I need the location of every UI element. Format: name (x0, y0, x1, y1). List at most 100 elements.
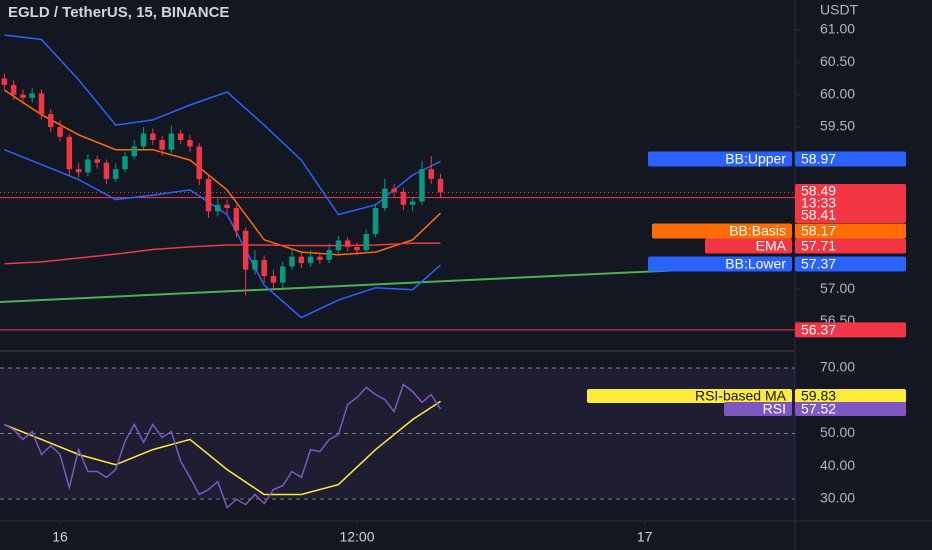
rsi-value-box (795, 402, 906, 416)
rsi-tick-label: 40.00 (820, 457, 855, 473)
overlay-value: 57.37 (801, 256, 836, 272)
candle-body (215, 204, 221, 212)
overlay-value-box (795, 238, 906, 254)
x-tick-label: 16 (52, 529, 68, 545)
overlay-value: 57.71 (801, 238, 836, 254)
rsi-value: 57.52 (801, 401, 836, 417)
candle-body (75, 169, 82, 173)
candle-body (187, 140, 193, 147)
overlay-name-box (705, 238, 792, 254)
candle-body (38, 93, 45, 115)
last-price: 58.49 (801, 183, 836, 199)
overlay-name: BB:Upper (725, 151, 786, 167)
price-line-value: 58.41 (801, 207, 836, 223)
candle-body (344, 240, 351, 247)
candle-body (428, 169, 434, 179)
rsi-name-box (587, 389, 792, 403)
candle-body (159, 140, 165, 150)
overlay-value: 58.17 (801, 223, 836, 239)
rsi-line (4, 383, 442, 509)
overlay-line (3, 89, 442, 256)
candle-body (419, 169, 425, 202)
price-line-value-box (795, 322, 906, 338)
candle-body (112, 169, 119, 179)
candle-body (307, 256, 314, 264)
x-tick-label: 17 (637, 529, 653, 545)
candle-body (66, 136, 73, 170)
rsi-tick-label: 70.00 (820, 359, 855, 375)
overlay-value-box (795, 223, 906, 239)
countdown: 13:33 (801, 195, 836, 211)
candle-body (177, 133, 184, 140)
overlay-line (4, 242, 441, 265)
trendline (0, 268, 692, 303)
candle-body (29, 93, 35, 98)
candle-body (233, 208, 240, 231)
rsi-value-box (795, 389, 906, 403)
candle-body (131, 146, 138, 157)
y-tick-label: 57.00 (820, 280, 855, 296)
candle-body (400, 191, 407, 205)
overlay-name-box (648, 151, 792, 167)
candle-body (261, 259, 267, 277)
candle-body (270, 276, 277, 283)
y-tick-label: 60.50 (820, 53, 855, 69)
overlay-line (4, 149, 441, 319)
candle-body (122, 156, 128, 170)
candle-body (168, 133, 175, 150)
candle-body (85, 159, 91, 173)
overlay-name: BB:Lower (725, 256, 786, 272)
overlay-value-box (795, 256, 906, 272)
currency: USDT (820, 2, 859, 18)
price-line-value: 56.37 (801, 322, 836, 338)
candle-body (1, 78, 8, 85)
overlay-value-box (795, 151, 906, 167)
y-tick-label: 60.00 (820, 85, 855, 101)
overlay-value: 58.97 (801, 151, 836, 167)
y-tick-label: 59.50 (820, 118, 855, 134)
candle-body (224, 204, 230, 209)
rsi-name-box (724, 402, 792, 416)
candle-body (326, 250, 332, 260)
rsi-line (4, 400, 441, 496)
rsi-name: RSI (763, 401, 786, 417)
candle-body (437, 178, 444, 193)
candle-body (242, 230, 249, 270)
candle-body (317, 256, 323, 260)
candle-body (289, 256, 295, 267)
rsi-tick-label: 50.00 (820, 424, 855, 440)
rsi-value: 59.83 (801, 388, 836, 404)
candle-body (196, 146, 202, 179)
candle-body (372, 208, 379, 234)
candle-body (140, 133, 147, 147)
candle-body (298, 256, 305, 264)
x-tick-label: 12:00 (339, 529, 374, 545)
candle-body (363, 233, 370, 251)
candle-body (205, 178, 212, 212)
overlay-name-box (648, 256, 792, 272)
overlay-name: BB:Basis (729, 223, 786, 239)
candle-body (391, 188, 397, 192)
rsi-name: RSI-based MA (695, 388, 787, 404)
overlay-name-box (652, 223, 792, 239)
y-tick-label: 61.00 (820, 21, 855, 37)
chart-title: EGLD / TetherUS, 15, BINANCE (8, 4, 229, 21)
candle-body (382, 188, 388, 209)
candle-body (103, 162, 110, 179)
candle-body (10, 84, 17, 95)
candle-body (20, 94, 26, 98)
candle-body (335, 240, 342, 251)
candle-body (252, 259, 258, 270)
overlay-name: EMA (756, 238, 787, 254)
candle-body (94, 159, 100, 163)
candle-body (48, 114, 54, 128)
candle-body (409, 201, 416, 205)
candle-body (150, 133, 156, 140)
candle-body (57, 127, 63, 137)
candle-body (354, 246, 360, 251)
price-box (795, 184, 906, 223)
candle-body (280, 266, 286, 283)
